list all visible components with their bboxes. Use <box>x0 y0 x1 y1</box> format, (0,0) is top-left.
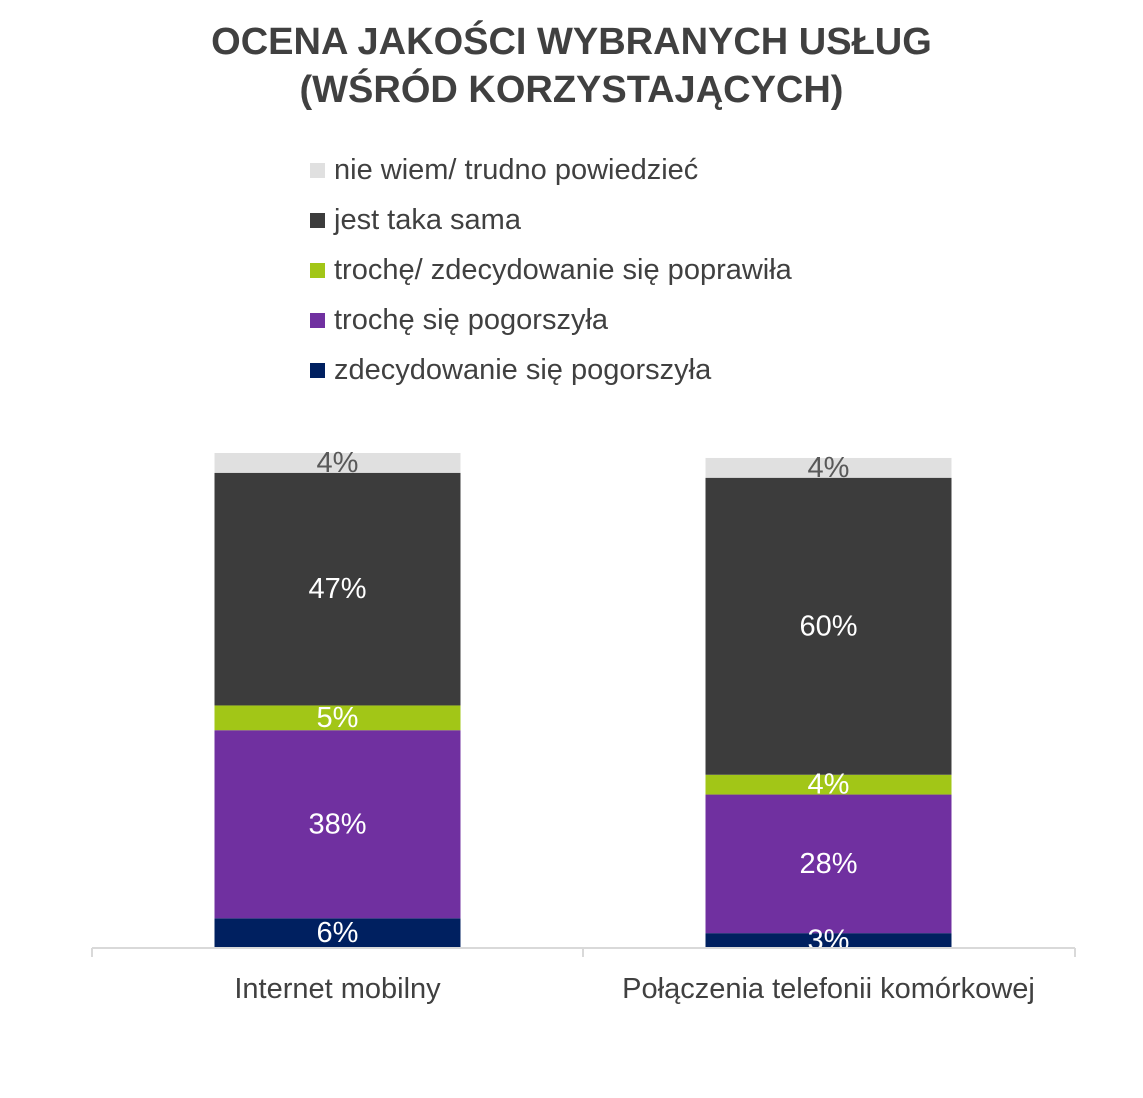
data-label: 4% <box>317 447 359 479</box>
data-label: 3% <box>808 925 850 957</box>
bar-segment <box>705 774 952 795</box>
legend-label: nie wiem/ trudno powiedzieć <box>334 153 699 186</box>
chart-title-line-1: OCENA JAKOŚCI WYBRANYCH USŁUG <box>211 21 932 63</box>
legend-label: trochę/ zdecydowanie się poprawiła <box>334 253 792 286</box>
bar-segment <box>705 933 952 948</box>
legend-swatch <box>310 262 325 278</box>
chart-legend: nie wiem/ trudno powiedzieć jest taka sam… <box>310 145 792 395</box>
data-label: 4% <box>808 769 850 801</box>
legend-item: jest taka sama <box>310 195 792 245</box>
data-label: 60% <box>799 610 857 642</box>
data-label: 28% <box>799 848 857 880</box>
legend-swatch <box>310 312 325 328</box>
legend-label: trochę się pogorszyła <box>334 303 609 336</box>
data-label: 47% <box>308 573 366 605</box>
legend-item: nie wiem/ trudno powiedzieć <box>310 145 792 195</box>
category-label: Połączenia telefonii komórkowej <box>622 973 1035 1005</box>
legend-item: trochę się pogorszyła <box>310 295 792 345</box>
bar-segment <box>214 453 461 473</box>
bar-segment <box>214 472 461 706</box>
category-label: Internet mobilny <box>234 973 441 1005</box>
legend-item: zdecydowanie się pogorszyła <box>310 345 792 395</box>
data-label: 4% <box>808 452 850 484</box>
bar-segment <box>705 477 952 775</box>
bar-segment <box>705 794 952 934</box>
legend-label: jest taka sama <box>334 203 521 236</box>
legend-swatch <box>310 212 325 228</box>
data-label: 6% <box>317 917 359 949</box>
bar-segment <box>214 730 461 919</box>
chart-title: OCENA JAKOŚCI WYBRANYCH USŁUG (WŚRÓD KOR… <box>0 18 1143 114</box>
data-label: 38% <box>308 808 366 840</box>
data-label: 5% <box>317 702 359 734</box>
bar-segment <box>214 918 461 948</box>
bar-segment <box>705 457 952 478</box>
legend-label: zdecydowanie się pogorszyła <box>334 353 712 386</box>
bar-segment <box>214 705 461 731</box>
legend-swatch <box>310 362 325 378</box>
legend-item: trochę/ zdecydowanie się poprawiła <box>310 245 792 295</box>
chart-title-line-2: (WŚRÓD KORZYSTAJĄCYCH) <box>299 69 844 111</box>
legend-swatch <box>310 162 325 178</box>
